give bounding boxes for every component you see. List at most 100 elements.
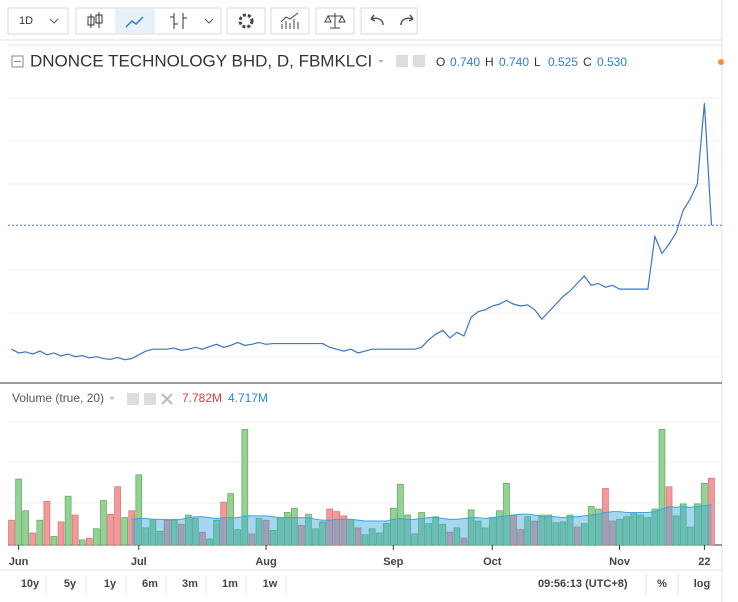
volume-dropdown	[109, 397, 115, 400]
dropdown-icon	[204, 18, 214, 24]
volume-bar	[602, 488, 609, 546]
status-dot	[718, 59, 724, 65]
undo-redo-icons	[370, 14, 414, 26]
volume-bar	[276, 518, 284, 546]
interval-button[interactable]	[7, 7, 69, 35]
volume-bar	[425, 523, 432, 546]
close-icon[interactable]	[161, 393, 173, 405]
collapse-icon[interactable]	[11, 55, 24, 68]
volume-legend-value: 4.717M	[228, 391, 268, 405]
volume-bar	[128, 510, 136, 546]
indicators-button[interactable]	[270, 7, 310, 35]
volume-bar	[354, 527, 362, 546]
volume-bar	[248, 533, 256, 546]
dropdown-icon	[49, 18, 59, 24]
volume-bar	[213, 519, 220, 546]
volume-bar	[206, 538, 213, 546]
volume-bar	[199, 531, 206, 546]
volume-bar	[538, 514, 546, 546]
ohlc-key: C	[583, 55, 592, 69]
volume-bar	[637, 514, 645, 546]
volume-legend-value: 7.782M	[182, 391, 222, 405]
volume-bar	[481, 527, 489, 546]
settings-icon[interactable]	[413, 55, 425, 67]
range-button[interactable]: 10y	[21, 578, 40, 590]
volume-bar	[432, 516, 440, 546]
volume-bar	[460, 537, 468, 546]
range-button[interactable]: 5y	[64, 578, 77, 590]
volume-bar	[8, 519, 15, 546]
volume-bar	[623, 516, 630, 546]
volume-bar	[255, 518, 263, 546]
volume-bar	[170, 518, 178, 546]
volume-bar	[192, 518, 199, 546]
volume-bar	[411, 533, 418, 546]
active-style	[115, 9, 155, 33]
volume-bar	[559, 521, 567, 546]
x-tick-label: Nov	[609, 556, 631, 568]
interval: 1D	[19, 15, 33, 27]
range-button[interactable]: 3m	[182, 578, 198, 590]
volume-bar	[595, 508, 602, 546]
volume-bar	[368, 528, 376, 546]
undo-redo-buttons[interactable]	[360, 7, 418, 35]
volume-bar	[78, 539, 86, 546]
ohlc-value: 0.525	[548, 55, 578, 69]
x-tick-label: Oct	[483, 556, 502, 568]
range-button[interactable]: 1m	[222, 578, 238, 590]
indicators-icon	[280, 12, 299, 29]
volume-bar	[566, 514, 574, 546]
volume-bar	[446, 531, 454, 546]
ohlc-value: 0.740	[499, 55, 529, 69]
volume-bar	[382, 523, 390, 546]
compare-icon	[324, 13, 346, 29]
candle-icon	[87, 12, 103, 28]
line-icon	[125, 16, 144, 28]
volume-bar	[184, 514, 192, 546]
ohlc-value: 0.530	[597, 55, 627, 69]
volume-ma-area	[131, 504, 712, 545]
x-tick-label: Sep	[383, 556, 403, 568]
volume-bar	[439, 524, 447, 546]
volume-bar	[241, 429, 249, 546]
volume-bar	[587, 506, 595, 546]
volume-bar	[163, 519, 171, 546]
volume-bar	[651, 508, 659, 546]
volume-bar	[305, 513, 312, 546]
visibility-icon[interactable]	[396, 55, 408, 67]
range-button[interactable]: 1w	[263, 578, 278, 590]
volume-bar	[545, 514, 553, 546]
gear-icon	[238, 13, 254, 29]
range-button[interactable]: 1y	[104, 578, 117, 590]
volume-bar	[573, 526, 581, 546]
percent-toggle[interactable]: %	[657, 578, 667, 590]
volume-title: Volume (true, 20)	[12, 391, 104, 405]
x-tick-label: Jul	[131, 556, 147, 568]
volume-bar	[177, 524, 185, 546]
volume-bar	[531, 520, 539, 546]
volume-bar	[665, 486, 673, 546]
clock: 09:56:13 (UTC+8)	[538, 578, 628, 590]
volume-bar	[453, 527, 461, 546]
x-tick-label: Aug	[255, 556, 276, 568]
volume-bar	[93, 528, 100, 546]
volume-bar	[467, 509, 475, 546]
settings-icon[interactable]	[144, 393, 156, 405]
volume-bar	[269, 530, 277, 546]
volume-bar	[291, 507, 298, 546]
volume-bar	[333, 511, 341, 546]
symbol-title: DNONCE TECHNOLOGY BHD, D, FBMKLCI	[30, 51, 372, 70]
volume-bar	[552, 522, 560, 546]
log-toggle[interactable]: log	[694, 578, 711, 590]
volume-bar	[474, 520, 482, 546]
visibility-icon[interactable]	[127, 393, 139, 405]
volume-bar	[418, 512, 425, 546]
range-button[interactable]: 6m	[142, 578, 158, 590]
settings-button[interactable]	[226, 7, 266, 35]
title-dropdown	[378, 60, 384, 63]
volume-bar	[496, 510, 503, 546]
x-tick-label: Jun	[9, 556, 29, 568]
volume-bar	[100, 500, 107, 546]
